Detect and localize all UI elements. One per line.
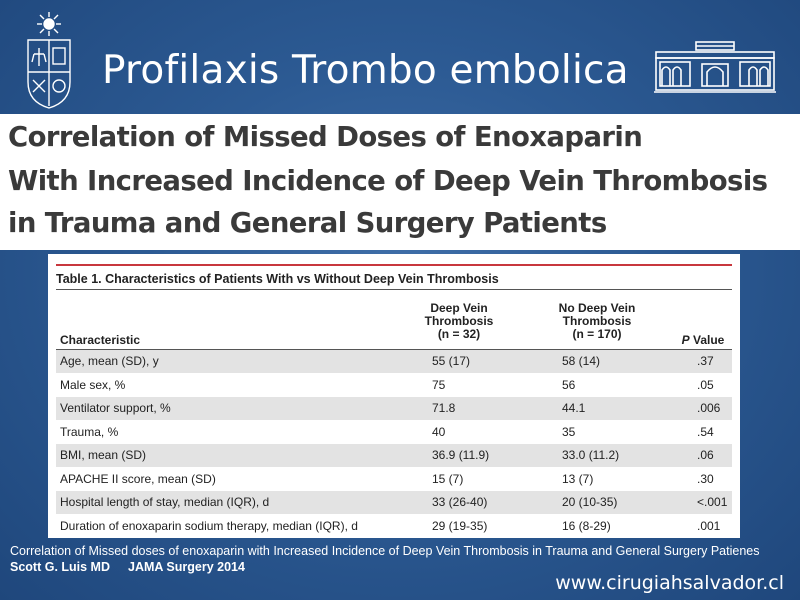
table-row: APACHE II score, mean (SD) 15 (7) 13 (7)… xyxy=(56,468,732,491)
cell-dvt: 40 xyxy=(432,424,446,439)
paper-title-line-3: in Trauma and General Surgery Patients xyxy=(8,207,607,239)
header-p-value: P Value xyxy=(673,334,733,347)
reference-citation: Correlation of Missed doses of enoxapari… xyxy=(10,543,770,575)
cell-p-value: .54 xyxy=(697,424,714,439)
cell-no-dvt: 13 (7) xyxy=(562,471,594,486)
reference-journal: JAMA Surgery 2014 xyxy=(128,560,245,574)
cell-no-dvt: 56 xyxy=(562,377,576,392)
header-no-dvt-line-1: No Deep Vein xyxy=(558,301,636,315)
cell-dvt: 71.8 xyxy=(432,401,456,415)
cell-characteristic: Ventilator support, % xyxy=(60,401,171,415)
header-no-dvt-line-3: (n = 170) xyxy=(572,327,622,341)
cell-p-value: .006 xyxy=(697,401,721,415)
header-dvt: Deep Vein Thrombosis (n = 32) xyxy=(404,302,514,341)
header-dvt-line-1: Deep Vein xyxy=(430,301,488,315)
cell-characteristic: Male sex, % xyxy=(60,377,126,392)
header-no-dvt-line-2: Thrombosis xyxy=(562,314,632,328)
table-row: Ventilator support, % 71.8 44.1 .006 xyxy=(56,397,732,421)
hospital-building-icon xyxy=(654,41,776,93)
cell-characteristic: Age, mean (SD), y xyxy=(60,354,159,368)
cell-characteristic: BMI, mean (SD) xyxy=(60,448,147,462)
slide-title: Profilaxis Trombo embolica xyxy=(102,48,629,93)
cell-no-dvt: 44.1 xyxy=(562,401,586,415)
cell-no-dvt: 33.0 (11.2) xyxy=(562,448,620,462)
header-p-label: Value xyxy=(689,333,725,347)
reference-author: Scott G. Luis MD xyxy=(10,560,110,574)
characteristics-table: Table 1. Characteristics of Patients Wit… xyxy=(48,254,740,538)
reference-title: Correlation of Missed doses of enoxapari… xyxy=(10,544,760,558)
table-row: Duration of enoxaparin sodium therapy, m… xyxy=(56,515,732,538)
table-top-rule xyxy=(56,264,732,266)
cell-p-value: .05 xyxy=(697,377,714,392)
cell-no-dvt: 20 (10-35) xyxy=(562,495,618,509)
university-crest-icon xyxy=(27,12,71,109)
table-row: BMI, mean (SD) 36.9 (11.9) 33.0 (11.2) .… xyxy=(56,444,732,468)
table-row: Trauma, % 40 35 .54 xyxy=(56,421,732,444)
cell-dvt: 29 (19-35) xyxy=(432,518,488,533)
caption-rule xyxy=(56,289,732,290)
header-p-letter: P xyxy=(681,333,690,347)
cell-p-value: .001 xyxy=(697,518,721,533)
cell-dvt: 36.9 (11.9) xyxy=(432,448,490,462)
header-dvt-line-2: Thrombosis xyxy=(424,314,494,328)
paper-title-line-2: With Increased Incidence of Deep Vein Th… xyxy=(8,165,768,197)
cell-characteristic: APACHE II score, mean (SD) xyxy=(60,471,216,486)
header-rule xyxy=(56,349,732,350)
website-link[interactable]: www.cirugiahsalvador.cl xyxy=(555,572,784,594)
cell-p-value: .06 xyxy=(697,448,714,462)
cell-dvt: 33 (26-40) xyxy=(432,495,488,509)
cell-no-dvt: 35 xyxy=(562,424,576,439)
cell-characteristic: Duration of enoxaparin sodium therapy, m… xyxy=(60,518,358,533)
table-row: Hospital length of stay, median (IQR), d… xyxy=(56,491,732,515)
cell-p-value: <.001 xyxy=(697,495,728,509)
reference-author-line: Scott G. Luis MD JAMA Surgery 2014 xyxy=(10,559,770,575)
table-caption: Table 1. Characteristics of Patients Wit… xyxy=(56,272,499,286)
cell-p-value: .30 xyxy=(697,471,714,486)
cell-p-value: .37 xyxy=(697,354,714,368)
header-dvt-line-3: (n = 32) xyxy=(437,327,481,341)
paper-title-line-1: Correlation of Missed Doses of Enoxapari… xyxy=(8,121,643,153)
header-no-dvt: No Deep Vein Thrombosis (n = 170) xyxy=(542,302,652,341)
cell-characteristic: Trauma, % xyxy=(60,424,119,439)
cell-no-dvt: 16 (8-29) xyxy=(562,518,611,533)
cell-dvt: 75 xyxy=(432,377,446,392)
cell-dvt: 55 (17) xyxy=(432,354,471,368)
table-row: Male sex, % 75 56 .05 xyxy=(56,374,732,397)
cell-no-dvt: 58 (14) xyxy=(562,354,601,368)
header-characteristic: Characteristic xyxy=(60,333,141,347)
paper-title-band xyxy=(0,114,800,250)
table-row: Age, mean (SD), y 55 (17) 58 (14) .37 xyxy=(56,350,732,374)
table-body: Age, mean (SD), y 55 (17) 58 (14) .37 Ma… xyxy=(56,350,732,538)
cell-characteristic: Hospital length of stay, median (IQR), d xyxy=(60,495,270,509)
cell-dvt: 15 (7) xyxy=(432,471,464,486)
